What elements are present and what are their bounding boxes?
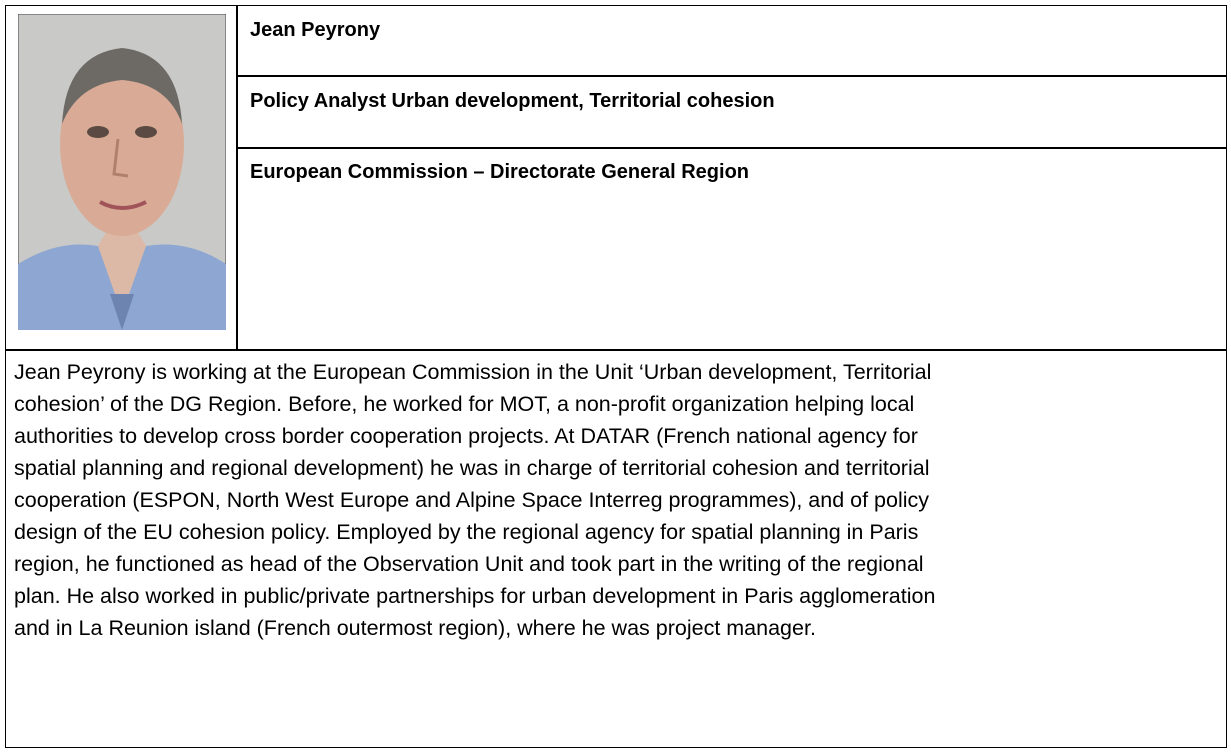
bio-line: and in La Reunion island (French outermo… bbox=[14, 612, 935, 644]
bio-line: Jean Peyrony is working at the European … bbox=[14, 356, 935, 388]
page: {"profile": { "name": "Jean Peyrony", "p… bbox=[0, 0, 1231, 752]
bio-line: plan. He also worked in public/private p… bbox=[14, 580, 935, 612]
row-divider bbox=[236, 147, 1227, 149]
bio-line: spatial planning and regional developmen… bbox=[14, 452, 935, 484]
portrait-photo bbox=[18, 14, 226, 330]
biography: Jean Peyrony is working at the European … bbox=[14, 356, 935, 644]
bio-line: region, he functioned as head of the Obs… bbox=[14, 548, 935, 580]
bio-line: cohesion’ of the DG Region. Before, he w… bbox=[14, 388, 935, 420]
bio-line: design of the EU cohesion policy. Employ… bbox=[14, 516, 935, 548]
organization: European Commission – Directorate Genera… bbox=[250, 161, 749, 184]
bio-line: authorities to develop cross border coop… bbox=[14, 420, 935, 452]
column-divider bbox=[236, 5, 238, 350]
bio-line: cooperation (ESPON, North West Europe an… bbox=[14, 484, 935, 516]
row-divider bbox=[5, 349, 1227, 351]
person-name: Jean Peyrony bbox=[250, 19, 380, 42]
position-title: Policy Analyst Urban development, Territ… bbox=[250, 90, 775, 113]
row-divider bbox=[236, 75, 1227, 77]
